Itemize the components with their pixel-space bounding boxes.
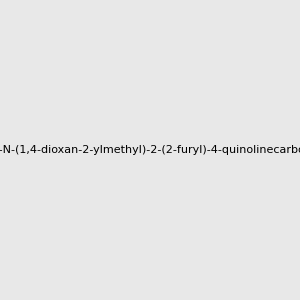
Text: 8-chloro-N-(1,4-dioxan-2-ylmethyl)-2-(2-furyl)-4-quinolinecarboxamide: 8-chloro-N-(1,4-dioxan-2-ylmethyl)-2-(2-… — [0, 145, 300, 155]
